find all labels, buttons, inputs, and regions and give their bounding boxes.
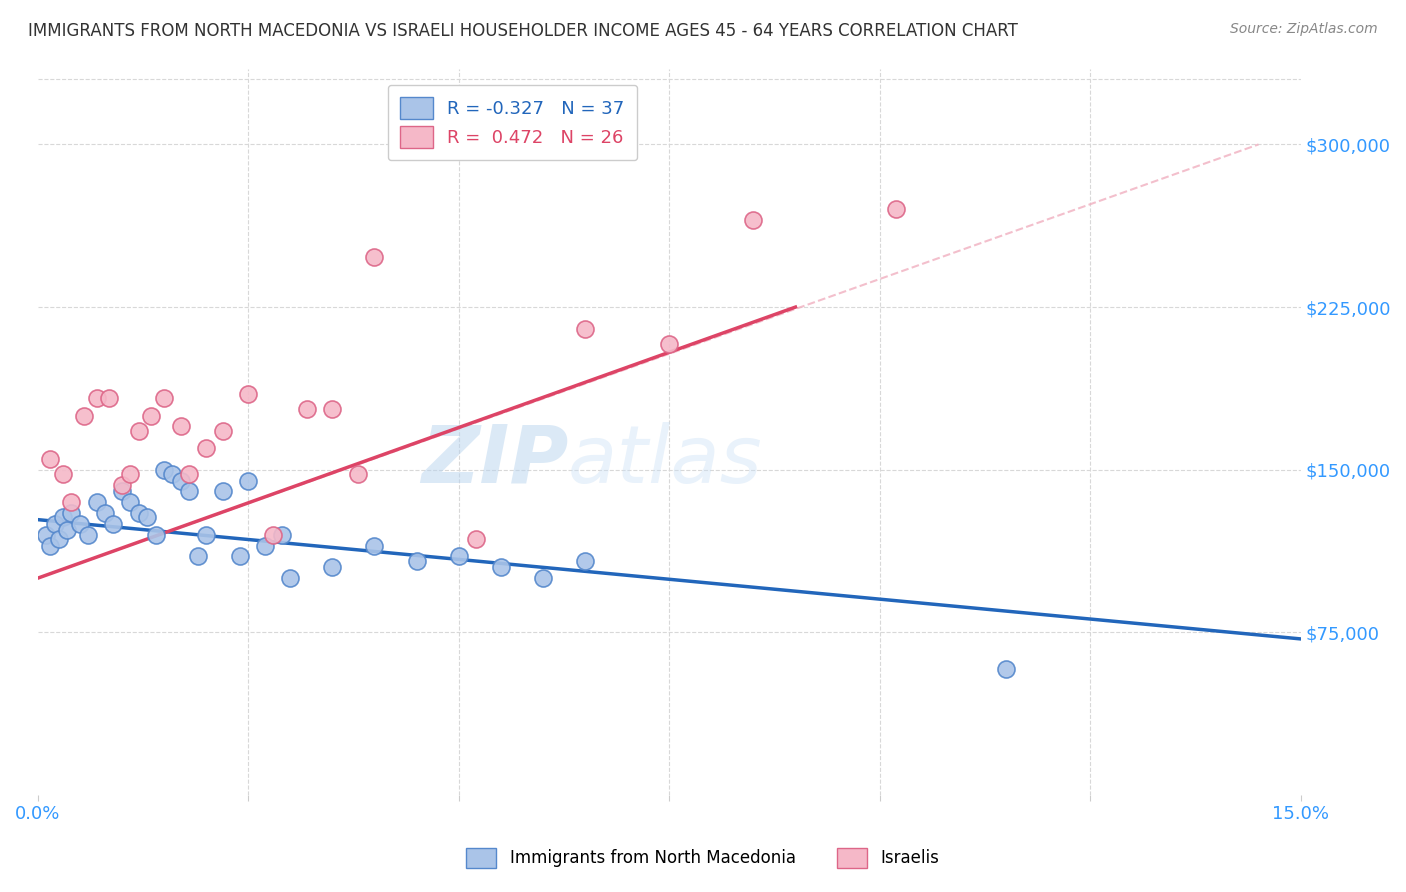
Point xyxy=(994,662,1017,676)
Point xyxy=(170,474,193,488)
Point xyxy=(52,510,75,524)
Point xyxy=(195,441,218,455)
Point xyxy=(270,528,292,542)
Point xyxy=(363,250,385,264)
Point xyxy=(111,478,134,492)
Point xyxy=(94,506,117,520)
Point xyxy=(574,322,596,336)
Point xyxy=(278,571,301,585)
Point xyxy=(120,495,142,509)
Point xyxy=(39,451,62,466)
Point xyxy=(262,528,284,542)
Point xyxy=(179,484,201,499)
Point xyxy=(128,424,150,438)
Point xyxy=(120,467,142,481)
Point xyxy=(60,495,83,509)
Point xyxy=(69,516,91,531)
Legend: R = -0.327   N = 37, R =  0.472   N = 26: R = -0.327 N = 37, R = 0.472 N = 26 xyxy=(388,85,637,161)
Point xyxy=(98,391,121,405)
Point xyxy=(44,516,66,531)
Point xyxy=(128,506,150,520)
Point xyxy=(405,554,427,568)
Point xyxy=(238,387,260,401)
Point xyxy=(195,528,218,542)
Legend: Immigrants from North Macedonia, Israelis: Immigrants from North Macedonia, Israeli… xyxy=(460,841,946,875)
Point xyxy=(321,402,343,417)
Point xyxy=(145,528,167,542)
Point xyxy=(86,495,108,509)
Point xyxy=(73,409,96,423)
Point xyxy=(295,402,318,417)
Point xyxy=(35,528,58,542)
Text: ZIP: ZIP xyxy=(420,422,568,500)
Point xyxy=(60,506,83,520)
Point xyxy=(56,524,79,538)
Point xyxy=(39,539,62,553)
Point xyxy=(187,549,209,564)
Point xyxy=(363,539,385,553)
Point xyxy=(52,467,75,481)
Point xyxy=(574,554,596,568)
Point xyxy=(447,549,470,564)
Text: atlas: atlas xyxy=(568,422,763,500)
Point xyxy=(212,424,235,438)
Point xyxy=(238,474,260,488)
Point xyxy=(86,391,108,405)
Point xyxy=(886,202,908,217)
Point xyxy=(531,571,554,585)
Point xyxy=(48,532,70,546)
Point xyxy=(153,391,176,405)
Point xyxy=(136,510,159,524)
Point xyxy=(103,516,125,531)
Point xyxy=(321,560,343,574)
Point xyxy=(229,549,252,564)
Point xyxy=(162,467,184,481)
Text: IMMIGRANTS FROM NORTH MACEDONIA VS ISRAELI HOUSEHOLDER INCOME AGES 45 - 64 YEARS: IMMIGRANTS FROM NORTH MACEDONIA VS ISRAE… xyxy=(28,22,1018,40)
Point xyxy=(464,532,486,546)
Point xyxy=(77,528,100,542)
Point xyxy=(141,409,163,423)
Point xyxy=(253,539,276,553)
Point xyxy=(489,560,512,574)
Point xyxy=(658,337,681,351)
Point xyxy=(111,484,134,499)
Point xyxy=(179,467,201,481)
Point xyxy=(170,419,193,434)
Point xyxy=(742,213,765,227)
Point xyxy=(153,463,176,477)
Point xyxy=(346,467,368,481)
Point xyxy=(212,484,235,499)
Text: Source: ZipAtlas.com: Source: ZipAtlas.com xyxy=(1230,22,1378,37)
